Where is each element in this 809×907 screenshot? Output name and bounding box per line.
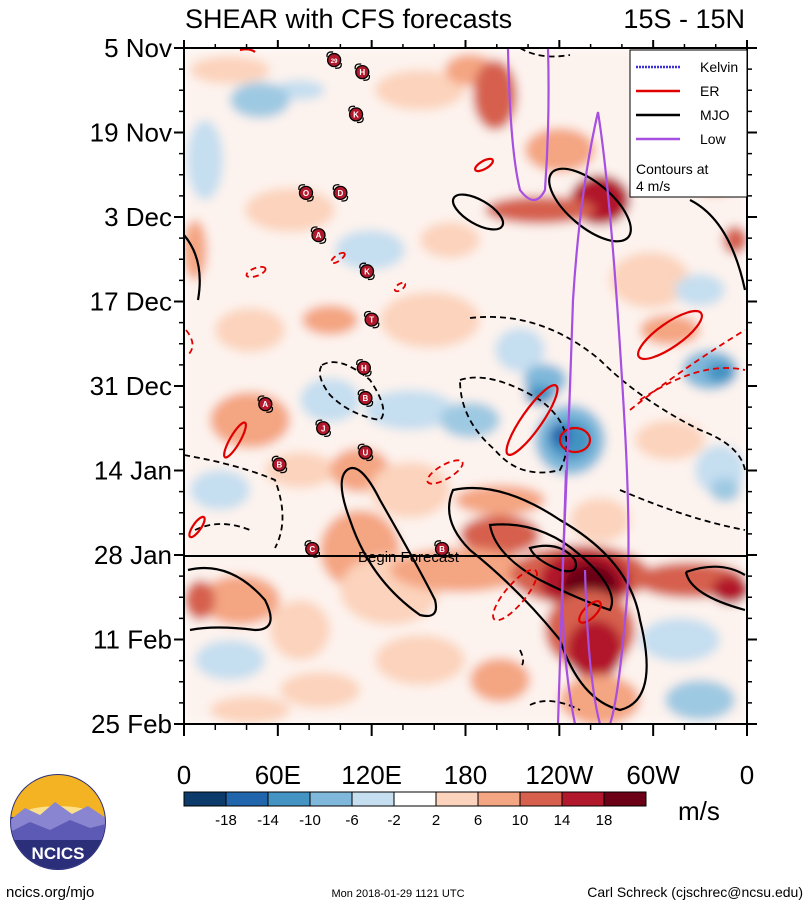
storm-marker-label: K	[364, 267, 370, 276]
legend: Kelvin ER MJO Low Contours at 4 m/s	[629, 49, 748, 198]
storm-marker-label: J	[321, 424, 325, 433]
x-tick-label: 180	[444, 760, 487, 790]
colorbar-tick-label: 10	[512, 812, 529, 829]
colorbar-segment	[435, 791, 479, 807]
colorbar-units: m/s	[678, 796, 720, 826]
legend-note-line1: Contours at	[636, 161, 708, 177]
x-axis: 0 60E 120E 180 120W 60W 0	[177, 40, 754, 790]
low-contours	[506, 48, 630, 724]
storm-marker: H	[356, 359, 372, 377]
colorbar-segment	[603, 791, 647, 807]
storm-marker-label: A	[316, 231, 322, 240]
x-tick-label: 60W	[626, 760, 680, 790]
legend-label-mjo: MJO	[700, 107, 730, 123]
footer-center: Mon 2018-01-29 1121 UTC	[331, 888, 464, 900]
colorbar-segment	[267, 791, 311, 807]
legend-note-line2: 4 m/s	[636, 178, 670, 194]
storm-marker: D	[332, 184, 349, 202]
colorbar-tick-label: -2	[387, 812, 400, 829]
storm-marker-label: H	[359, 68, 365, 77]
colorbar-tick-label: 2	[432, 812, 440, 829]
storm-marker: K	[359, 262, 375, 281]
y-tick-label: 3 Dec	[104, 202, 172, 232]
legend-label-er: ER	[700, 83, 719, 99]
x-tick-label: 60E	[255, 760, 301, 790]
storm-marker: B	[271, 455, 288, 474]
mjo-contours-negative	[184, 48, 746, 711]
colorbar-segment	[519, 791, 563, 807]
storm-marker: T	[363, 310, 380, 329]
storm-marker: A	[310, 226, 327, 244]
storm-marker: U	[357, 443, 374, 462]
legend-label-kelvin: Kelvin	[700, 59, 738, 75]
storm-marker: B	[434, 540, 450, 558]
x-tick-label: 0	[740, 760, 754, 790]
er-contours-negative	[185, 251, 746, 622]
colorbar-tick-label: -6	[345, 812, 358, 829]
colorbar-segment	[225, 791, 269, 807]
storm-marker-label: U	[363, 448, 369, 457]
colorbar-tick-label: -14	[257, 812, 279, 829]
y-tick-label: 11 Feb	[93, 625, 172, 655]
colorbar-tick-label: 6	[474, 812, 482, 829]
y-tick-label: 5 Nov	[104, 33, 172, 63]
storm-marker: K	[348, 105, 364, 124]
chart-title: SHEAR with CFS forecasts	[185, 4, 512, 34]
begin-forecast-label: Begin Forecast	[358, 549, 460, 566]
colorbar-segment	[351, 791, 395, 807]
colorbar-tick-label: 14	[554, 812, 571, 829]
colorbar-segment	[477, 791, 521, 807]
storm-marker: C	[304, 540, 321, 558]
storm-marker-label: O	[303, 189, 309, 198]
y-tick-label: 25 Feb	[91, 709, 172, 739]
logo-text: NCICS	[32, 844, 85, 863]
x-tick-label: 120E	[341, 760, 402, 790]
legend-label-low: Low	[700, 131, 727, 147]
x-tick-label: 0	[177, 760, 191, 790]
storm-marker: B	[357, 389, 374, 407]
x-tick-label: 120W	[525, 760, 593, 790]
storm-marker-label: D	[337, 189, 343, 198]
y-tick-label: 31 Dec	[90, 371, 172, 401]
colorbar-segment	[393, 791, 437, 807]
colorbar-segment	[183, 791, 227, 807]
storm-marker-label: A	[262, 400, 268, 409]
storm-marker: H	[354, 63, 371, 81]
colorbar-tick-label: -10	[299, 812, 321, 829]
colorbar-segment	[561, 791, 605, 807]
y-tick-label: 28 Jan	[94, 540, 172, 570]
colorbar-tick-label: -18	[215, 812, 237, 829]
ncics-logo: NCICS	[10, 774, 106, 870]
y-axis: 5 Nov 19 Nov 3 Dec 17 Dec 31 Dec 14 Jan 28 Jan…	[90, 33, 757, 739]
storm-markers: 29 H K O D A K T H A B J U B C B	[257, 51, 450, 558]
storm-marker-label: B	[277, 460, 283, 469]
storm-marker-label: H	[361, 364, 367, 373]
y-tick-label: 19 Nov	[90, 118, 172, 148]
storm-marker: O	[298, 184, 314, 202]
y-tick-label: 14 Jan	[94, 456, 172, 486]
storm-marker-label: K	[353, 110, 359, 119]
storm-marker: A	[257, 395, 274, 413]
storm-marker-label: C	[309, 545, 315, 554]
storm-marker-label: T	[369, 316, 374, 325]
storm-marker-label: 29	[331, 59, 338, 65]
colorbar-segment	[309, 791, 353, 807]
colorbar: -18 -14 -10 -6 -2 2 6 10 14 18	[183, 791, 647, 829]
y-tick-label: 17 Dec	[90, 287, 172, 317]
storm-marker-label: B	[363, 394, 369, 403]
footer-right: Carl Schreck (cjschrec@ncsu.edu)	[587, 884, 803, 900]
colorbar-tick-label: 18	[596, 812, 613, 829]
footer-left: ncics.org/mjo	[6, 884, 94, 901]
storm-marker-label: B	[439, 545, 445, 554]
chart-subtitle: 15S - 15N	[623, 4, 745, 34]
storm-marker: 29	[326, 51, 342, 69]
storm-marker: J	[315, 419, 331, 438]
